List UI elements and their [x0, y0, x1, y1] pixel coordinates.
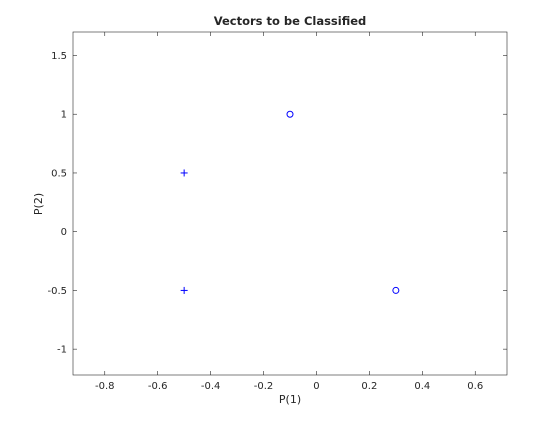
x-tick-label: -0.6 [148, 381, 168, 392]
y-axis-ticks: -1 -0.5 0 0.5 1 1.5 [47, 51, 507, 356]
plus-marker [180, 286, 188, 294]
circle-marker [392, 286, 400, 294]
x-tick-label: 0 [313, 381, 319, 392]
y-tick-label: 0 [61, 227, 67, 238]
x-axis-ticks: -0.8 -0.6 -0.4 -0.2 0 0.2 0.4 0.6 [95, 32, 483, 392]
y-tick-label: -0.5 [47, 286, 67, 297]
x-tick-label: 0.4 [414, 381, 430, 392]
circle-marker [286, 110, 294, 118]
x-tick-label: -0.4 [201, 381, 221, 392]
y-axis-label: P(2) [32, 193, 45, 215]
y-tick-label: 1.5 [51, 51, 67, 62]
x-tick-label: -0.8 [95, 381, 115, 392]
plot-area [72, 31, 508, 376]
x-axis-label: P(1) [279, 393, 301, 406]
data-markers [180, 110, 400, 294]
y-tick-label: -1 [57, 345, 67, 356]
x-tick-label: 0.6 [467, 381, 483, 392]
x-tick-label: 0.2 [361, 381, 377, 392]
y-tick-label: 0.5 [51, 168, 67, 179]
y-tick-label: 1 [61, 110, 67, 121]
x-tick-label: -0.2 [254, 381, 274, 392]
chart-title: Vectors to be Classified [214, 14, 367, 28]
plus-marker [180, 169, 188, 177]
